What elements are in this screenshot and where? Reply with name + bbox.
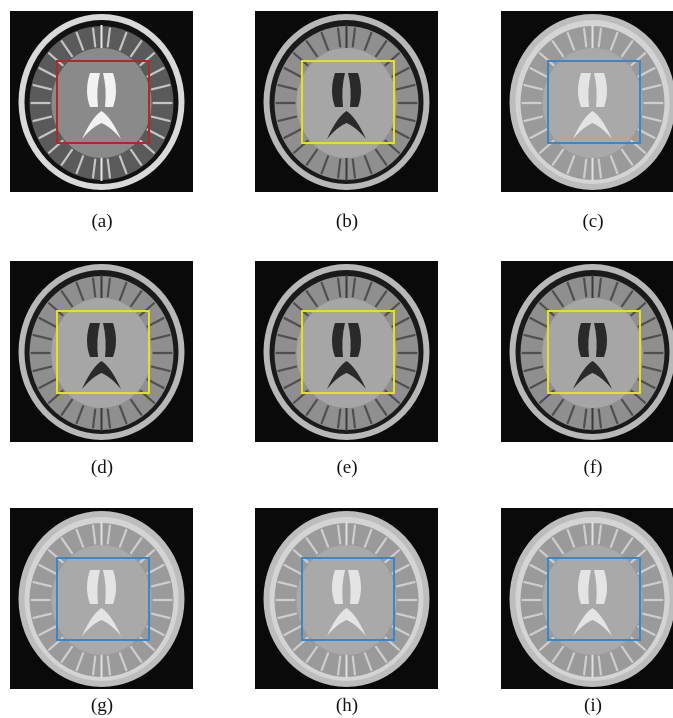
brain-mri-image-h bbox=[255, 508, 438, 689]
brain-mri-image-a bbox=[10, 11, 193, 192]
brain-mri-image-e bbox=[255, 261, 438, 442]
mri-panel-h bbox=[255, 508, 438, 689]
roi-box bbox=[301, 310, 395, 394]
roi-box bbox=[56, 310, 150, 394]
roi-box bbox=[301, 60, 395, 144]
roi-box bbox=[547, 557, 641, 641]
brain-mri-image-b bbox=[255, 11, 438, 192]
caption-i: (i) bbox=[584, 695, 602, 716]
roi-box bbox=[547, 60, 641, 144]
mri-panel-c bbox=[501, 11, 673, 192]
caption-a: (a) bbox=[91, 211, 113, 232]
caption-h: (h) bbox=[335, 695, 359, 716]
mri-panel-a bbox=[10, 11, 193, 192]
caption-c: (c) bbox=[582, 211, 604, 232]
mri-panel-d bbox=[10, 261, 193, 442]
caption-b: (b) bbox=[335, 211, 359, 232]
brain-mri-image-c bbox=[501, 11, 673, 192]
caption-g: (g) bbox=[90, 695, 114, 716]
caption-d: (d) bbox=[90, 457, 114, 478]
mri-panel-e bbox=[255, 261, 438, 442]
mri-panel-i bbox=[501, 508, 673, 689]
mri-panel-f bbox=[501, 261, 673, 442]
roi-box bbox=[56, 557, 150, 641]
caption-e: (e) bbox=[336, 457, 358, 478]
roi-box bbox=[56, 60, 150, 144]
brain-mri-image-g bbox=[10, 508, 193, 689]
brain-mri-image-i bbox=[501, 508, 673, 689]
caption-f: (f) bbox=[583, 457, 603, 478]
mri-panel-g bbox=[10, 508, 193, 689]
brain-mri-image-d bbox=[10, 261, 193, 442]
mri-panel-b bbox=[255, 11, 438, 192]
brain-mri-image-f bbox=[501, 261, 673, 442]
roi-box bbox=[301, 557, 395, 641]
roi-box bbox=[547, 310, 641, 394]
